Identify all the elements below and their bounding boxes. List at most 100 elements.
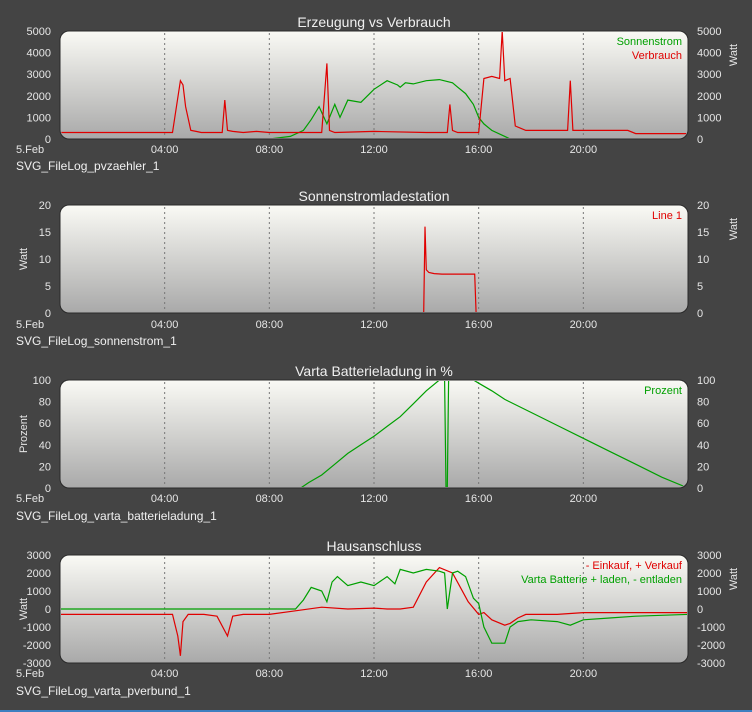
y-tick-label-left: 60 xyxy=(39,418,51,430)
y-tick-label-left: 1000 xyxy=(27,586,51,598)
y-tick-label-left: -3000 xyxy=(23,658,51,670)
y-tick-label-left: 5000 xyxy=(27,26,51,38)
y-tick-label-right: 15 xyxy=(697,227,709,239)
date-label: 5.Feb xyxy=(16,319,44,331)
file-log-label: SVG_FileLog_varta_batterieladung_1 xyxy=(16,509,217,523)
x-tick-label: 16:00 xyxy=(465,668,493,680)
chart-panel-3: Varta Batterieladung in % 04:00 08:00 12:00… xyxy=(16,363,715,523)
legend-entry[interactable]: - Einkauf, + Verkauf xyxy=(586,560,683,572)
y-tick-label-left: 2000 xyxy=(27,568,51,580)
y-axis-label-right: Watt xyxy=(728,568,740,590)
date-label: 5.Feb xyxy=(16,144,44,156)
y-tick-label-right: 3000 xyxy=(697,69,721,81)
y-tick-label-right: 0 xyxy=(697,308,703,320)
y-tick-label-left: 100 xyxy=(33,375,51,387)
series-line-1 xyxy=(61,381,687,487)
x-tick-label: 16:00 xyxy=(465,493,493,505)
y-tick-label-left: 0 xyxy=(45,483,51,495)
y-tick-label-left: 10 xyxy=(39,254,51,266)
y-tick-label-right: 80 xyxy=(697,397,709,409)
series-line-1 xyxy=(61,566,687,656)
y-tick-label-right: 60 xyxy=(697,418,709,430)
y-tick-label-right: 1000 xyxy=(697,586,721,598)
y-tick-label-left: -2000 xyxy=(23,640,51,652)
y-axis-label-right: Watt xyxy=(728,218,740,240)
y-tick-label-right: 5000 xyxy=(697,26,721,38)
y-tick-label-right: -2000 xyxy=(697,640,725,652)
chart-panel-4: Hausanschluss 04:00 08:00 12:00 16:00 20:00 5.… xyxy=(16,538,740,698)
y-tick-label-left: 2000 xyxy=(27,91,51,103)
y-axis-label-left: Watt xyxy=(18,598,30,620)
y-tick-label-right: -1000 xyxy=(697,622,725,634)
y-tick-label-left: -1000 xyxy=(23,622,51,634)
y-tick-label-left: 15 xyxy=(39,227,51,239)
chart-title: Varta Batterieladung in % xyxy=(295,363,453,379)
x-tick-label: 04:00 xyxy=(151,493,179,505)
x-tick-label: 16:00 xyxy=(465,144,493,156)
y-tick-label-right: 40 xyxy=(697,440,709,452)
y-tick-label-right: 4000 xyxy=(697,48,721,60)
y-tick-label-right: 2000 xyxy=(697,568,721,580)
y-tick-label-left: 0 xyxy=(45,604,51,616)
x-tick-label: 20:00 xyxy=(570,493,598,505)
y-tick-label-left: 20 xyxy=(39,200,51,212)
series-line-2 xyxy=(61,32,687,135)
legend-entry[interactable]: Verbrauch xyxy=(632,50,682,62)
y-axis-label-left: Watt xyxy=(18,248,30,270)
chart-panel-2: Sonnenstromladestation 04:00 08:00 12:00 16:… xyxy=(16,188,740,348)
x-tick-label: 08:00 xyxy=(256,319,284,331)
x-tick-label: 12:00 xyxy=(360,493,388,505)
y-tick-label-right: 1000 xyxy=(697,112,721,124)
y-tick-label-left: 40 xyxy=(39,440,51,452)
legend-entry[interactable]: Sonnenstrom xyxy=(617,36,682,48)
chart-panel-1: Erzeugung vs Verbrauch 04:00 08:00 12:00 16:… xyxy=(16,14,740,173)
x-tick-label: 20:00 xyxy=(570,144,598,156)
y-tick-label-right: 5 xyxy=(697,281,703,293)
y-tick-label-right: 0 xyxy=(697,134,703,146)
y-tick-label-right: 3000 xyxy=(697,550,721,562)
file-log-label: SVG_FileLog_pvzaehler_1 xyxy=(16,159,160,173)
x-tick-label: 04:00 xyxy=(151,668,179,680)
x-tick-label: 08:00 xyxy=(256,144,284,156)
x-tick-label: 08:00 xyxy=(256,668,284,680)
chart-title: Hausanschluss xyxy=(327,538,422,554)
file-log-label: SVG_FileLog_varta_pverbund_1 xyxy=(16,684,191,698)
date-label: 5.Feb xyxy=(16,493,44,505)
y-tick-label-left: 0 xyxy=(45,134,51,146)
y-tick-label-left: 5 xyxy=(45,281,51,293)
y-tick-label-left: 1000 xyxy=(27,112,51,124)
series-line-1 xyxy=(61,226,687,312)
bottom-accent-line xyxy=(0,710,752,712)
file-log-label: SVG_FileLog_sonnenstrom_1 xyxy=(16,334,177,348)
date-label: 5.Feb xyxy=(16,668,44,680)
x-tick-label: 20:00 xyxy=(570,668,598,680)
legend-entry[interactable]: Line 1 xyxy=(652,210,682,222)
x-tick-label: 20:00 xyxy=(570,319,598,331)
legend-entry[interactable]: Prozent xyxy=(644,385,682,397)
y-tick-label-right: 20 xyxy=(697,461,709,473)
series-line-1 xyxy=(269,78,511,138)
y-tick-label-right: 10 xyxy=(697,254,709,266)
x-tick-label: 16:00 xyxy=(465,319,493,331)
y-tick-label-right: 100 xyxy=(697,375,715,387)
legend-entry[interactable]: Varta Batterie + laden, - entladen xyxy=(521,574,682,586)
y-tick-label-right: 0 xyxy=(697,483,703,495)
y-tick-label-left: 4000 xyxy=(27,48,51,60)
y-tick-label-left: 3000 xyxy=(27,69,51,81)
y-tick-label-right: 2000 xyxy=(697,91,721,103)
x-tick-label: 08:00 xyxy=(256,493,284,505)
x-tick-label: 12:00 xyxy=(360,668,388,680)
y-tick-label-left: 80 xyxy=(39,397,51,409)
y-axis-label-right: Watt xyxy=(728,44,740,66)
y-tick-label-right: 0 xyxy=(697,604,703,616)
chart-title: Erzeugung vs Verbrauch xyxy=(297,14,450,30)
x-tick-label: 12:00 xyxy=(360,144,388,156)
y-axis-label-left: Prozent xyxy=(18,415,30,453)
series-line-2 xyxy=(61,568,687,644)
chart-title: Sonnenstromladestation xyxy=(299,188,450,204)
y-tick-label-left: 20 xyxy=(39,461,51,473)
x-tick-label: 12:00 xyxy=(360,319,388,331)
y-tick-label-left: 3000 xyxy=(27,550,51,562)
y-tick-label-left: 0 xyxy=(45,308,51,320)
